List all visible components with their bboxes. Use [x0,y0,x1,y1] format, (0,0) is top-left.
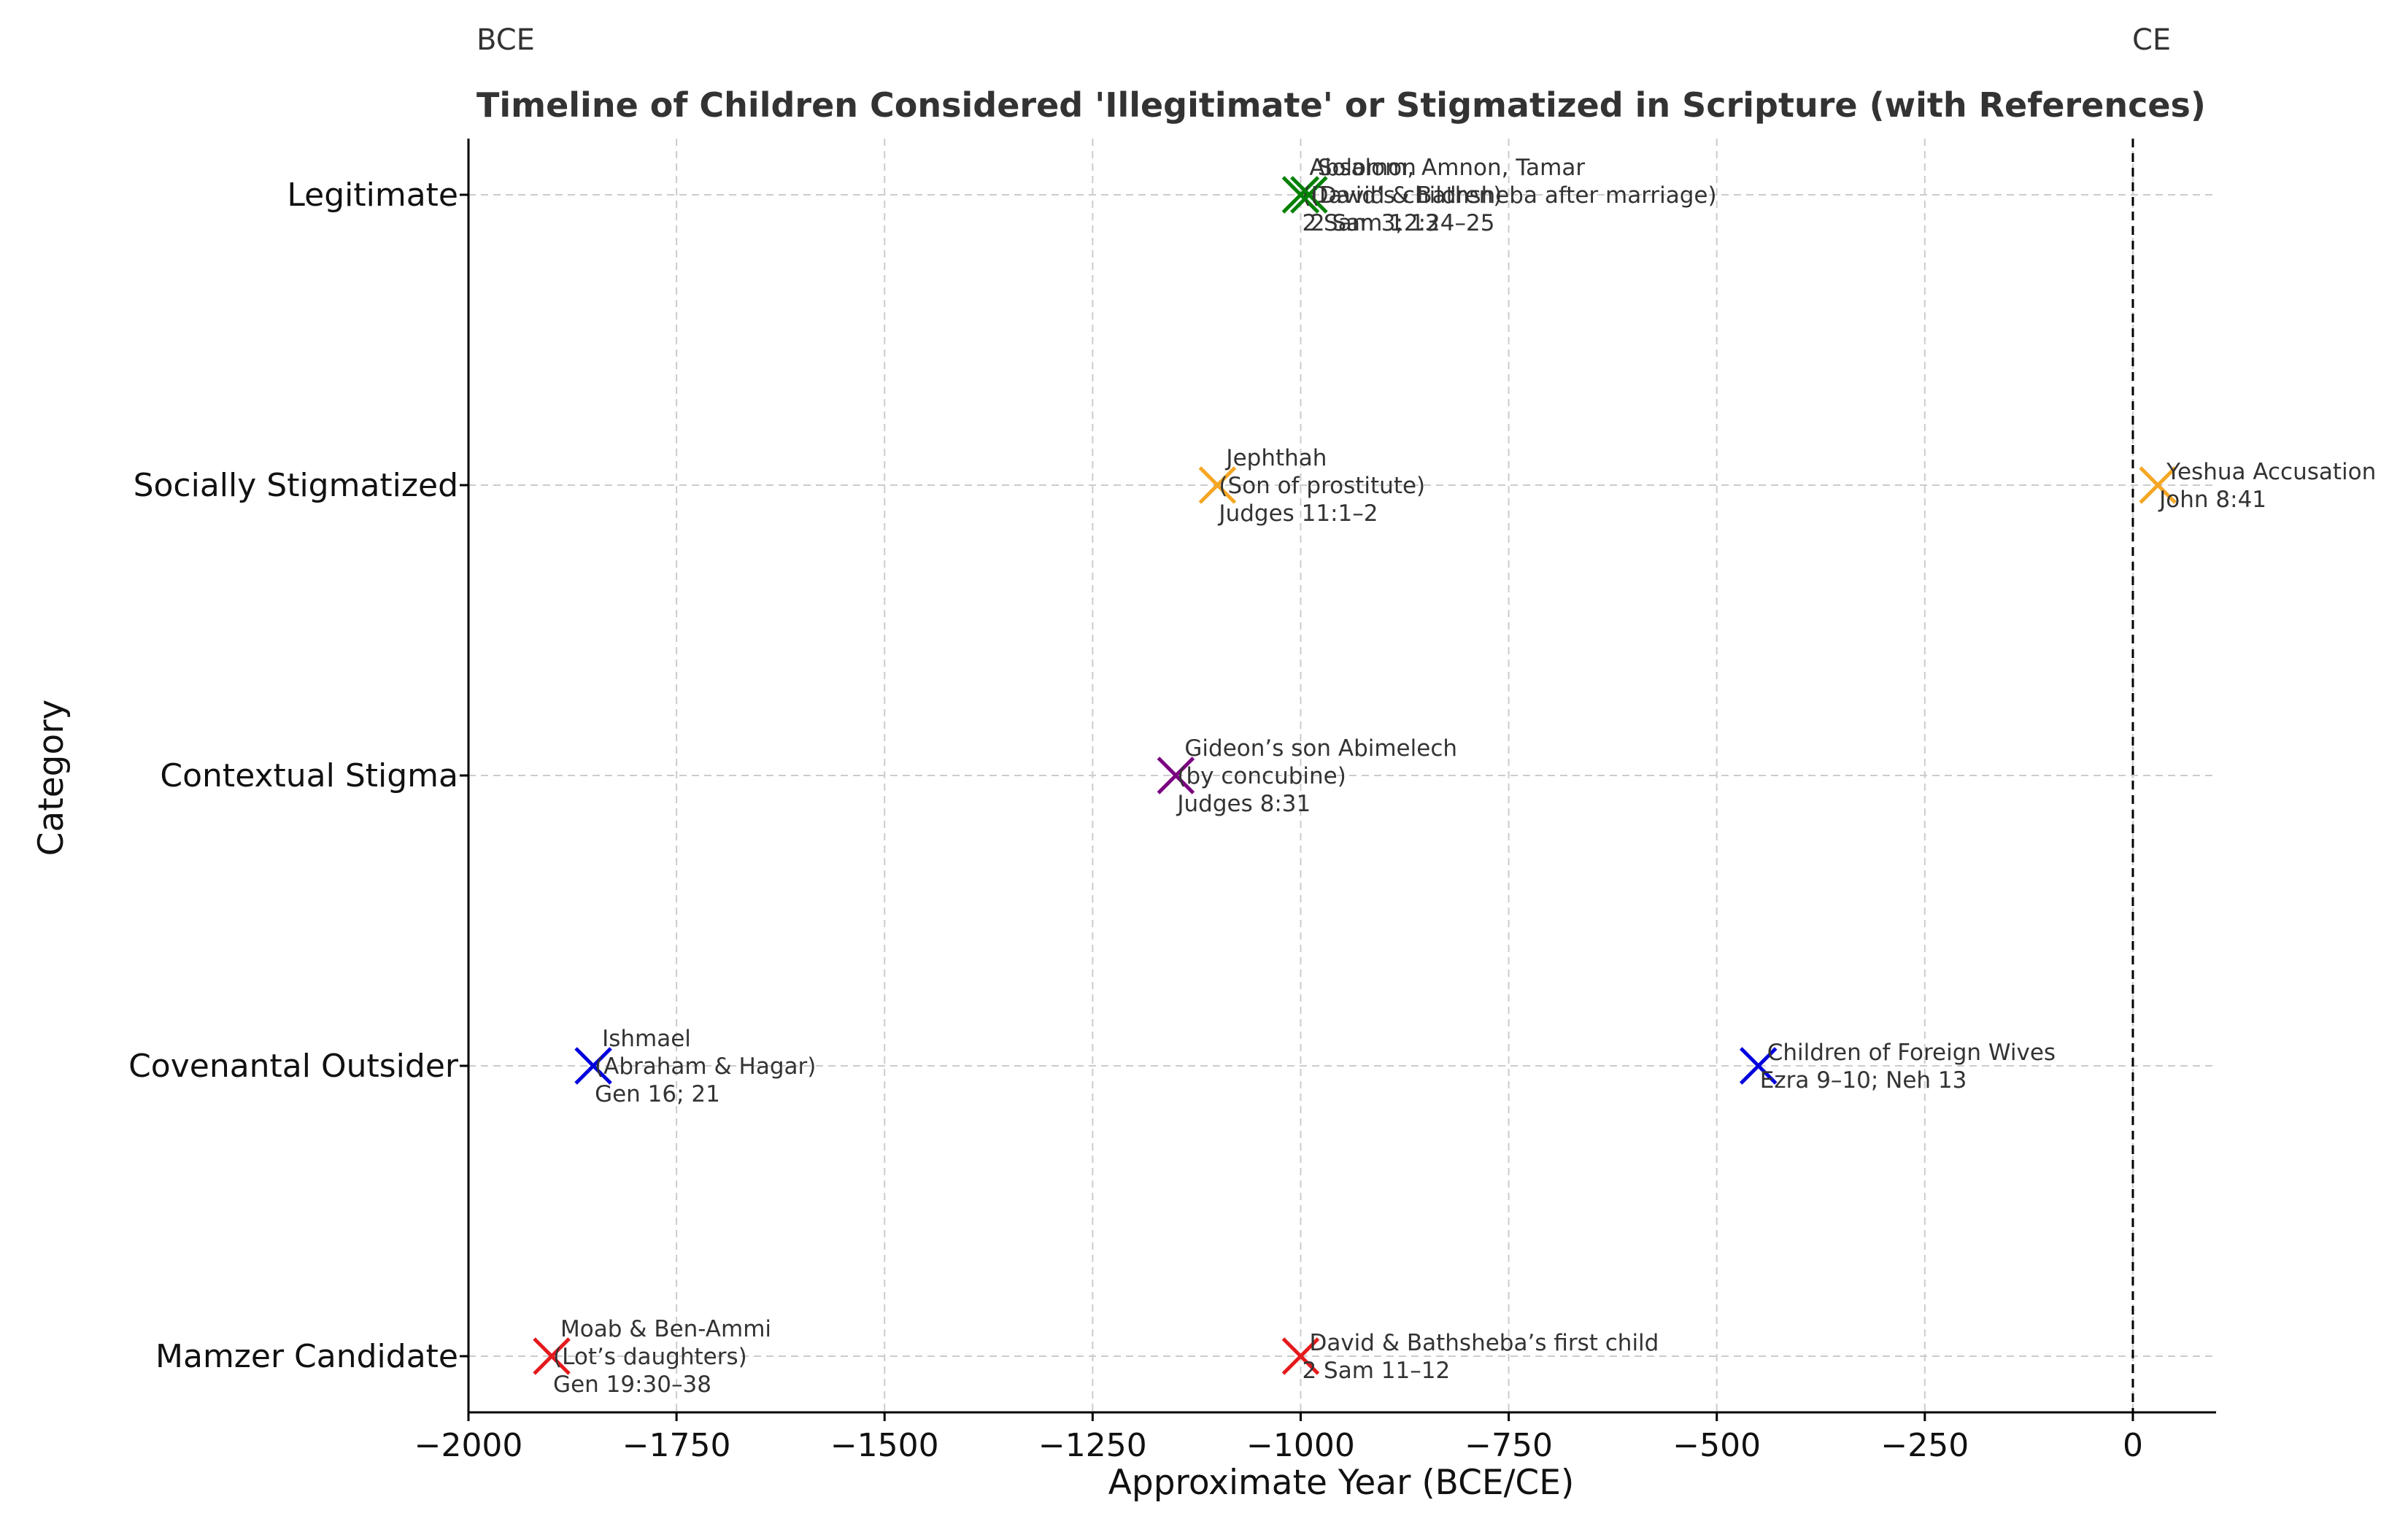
x-tick-label: −2000 [414,1427,523,1464]
x-marker-stroke [574,1047,612,1085]
chart-title: Timeline of Children Considered 'Illegit… [476,85,2206,125]
x-tick-label: −500 [1672,1427,1761,1464]
point-annotation-line: Yeshua Accusation [2166,459,2376,485]
data-point: Gideon’s son Abimelech(by concubine)Judg… [1157,735,1457,817]
x-axis-label: Approximate Year (BCE/CE) [1108,1463,1575,1503]
x-marker-stroke [1739,1047,1778,1085]
point-annotation-line: David & Bathsheba’s first child [1309,1330,1659,1356]
point-annotation-line: Solomon [1318,155,1416,181]
x-tick-label: −1750 [622,1427,731,1464]
point-annotation-line: 2 Sam 12:24–25 [1311,210,1495,236]
point-annotation-line: John 8:41 [2158,487,2266,513]
x-marker-stroke [1281,176,1320,214]
x-tick-label: −1000 [1246,1427,1355,1464]
point-annotation-line: (David’s children) [1302,182,1502,209]
y-tick-label: Contextual Stigma [160,757,458,794]
point-annotation-line: (David & Bathsheba after marriage) [1311,182,1717,209]
x-tick-label: −250 [1880,1427,1969,1464]
y-tick-label: Mamzer Candidate [155,1338,458,1375]
point-annotation-line: Judges 8:31 [1176,791,1311,817]
y-ticks: Mamzer Candidate Covenantal Outsider Conte… [128,177,468,1375]
x-marker-stroke [533,1337,571,1375]
x-marker-stroke [2139,466,2177,504]
point-annotation-line: Gen 16; 21 [595,1081,720,1107]
x-marker-stroke [1290,176,1328,214]
data-point: Jephthah(Son of prostitute)Judges 11:1–2 [1198,445,1425,527]
point-annotation-line: Gideon’s son Abimelech [1184,735,1457,762]
era-label-bce: BCE [476,23,535,57]
y-axis-label: Category [31,700,72,856]
point-annotation-line: Gen 19:30–38 [553,1372,711,1398]
x-tick-label: 0 [2123,1427,2143,1464]
point-annotation-line: (Son of prostitute) [1219,473,1425,499]
x-tick-label: −1500 [830,1427,939,1464]
point-annotation-line: Ezra 9–10; Neh 13 [1760,1067,1967,1094]
x-marker-stroke [1198,466,1237,504]
point-annotation-line: Absalom, Amnon, Tamar [1309,155,1585,181]
x-marker-stroke [1157,757,1195,794]
point-annotation-line: (by concubine) [1177,763,1346,789]
x-tick-label: −1250 [1038,1427,1147,1464]
data-points: Moab & Ben-Ammi(Lot’s daughters)Gen 19:3… [533,155,2376,1398]
x-marker-stroke [1281,1337,1320,1375]
data-point: Ishmael(Abraham & Hagar)Gen 16; 21 [574,1026,816,1107]
era-label-ce: CE [2132,23,2171,57]
data-point: Solomon(David & Bathsheba after marriage… [1290,155,1717,236]
point-annotation-line: 2 Sam 3; 13 [1302,210,1439,236]
point-annotation-line: (Lot’s daughters) [553,1344,747,1370]
point-annotation-line: Children of Foreign Wives [1767,1040,2056,1066]
y-tick-label: Covenantal Outsider [128,1048,459,1085]
y-tick-label: Socially Stigmatized [134,467,458,504]
x-ticks: −2000 −1750 −1500 −1250 −1000 −750 −500 −250 0 [414,1412,2143,1464]
point-annotation-line: (Abraham & Hagar) [595,1053,816,1080]
point-annotation-line: 2 Sam 11–12 [1302,1358,1450,1384]
point-annotation-line: Moab & Ben-Ammi [560,1316,771,1342]
point-annotation-line: Jephthah [1224,445,1327,471]
y-tick-label: Legitimate [287,177,458,214]
x-tick-label: −750 [1465,1427,1553,1464]
data-point: Absalom, Amnon, Tamar(David’s children)2… [1281,155,1585,236]
grid-layer [468,139,2216,1412]
data-point: Moab & Ben-Ammi(Lot’s daughters)Gen 19:3… [533,1316,771,1398]
point-annotation-line: Judges 11:1–2 [1217,500,1378,527]
point-annotation-line: Ishmael [602,1026,691,1052]
